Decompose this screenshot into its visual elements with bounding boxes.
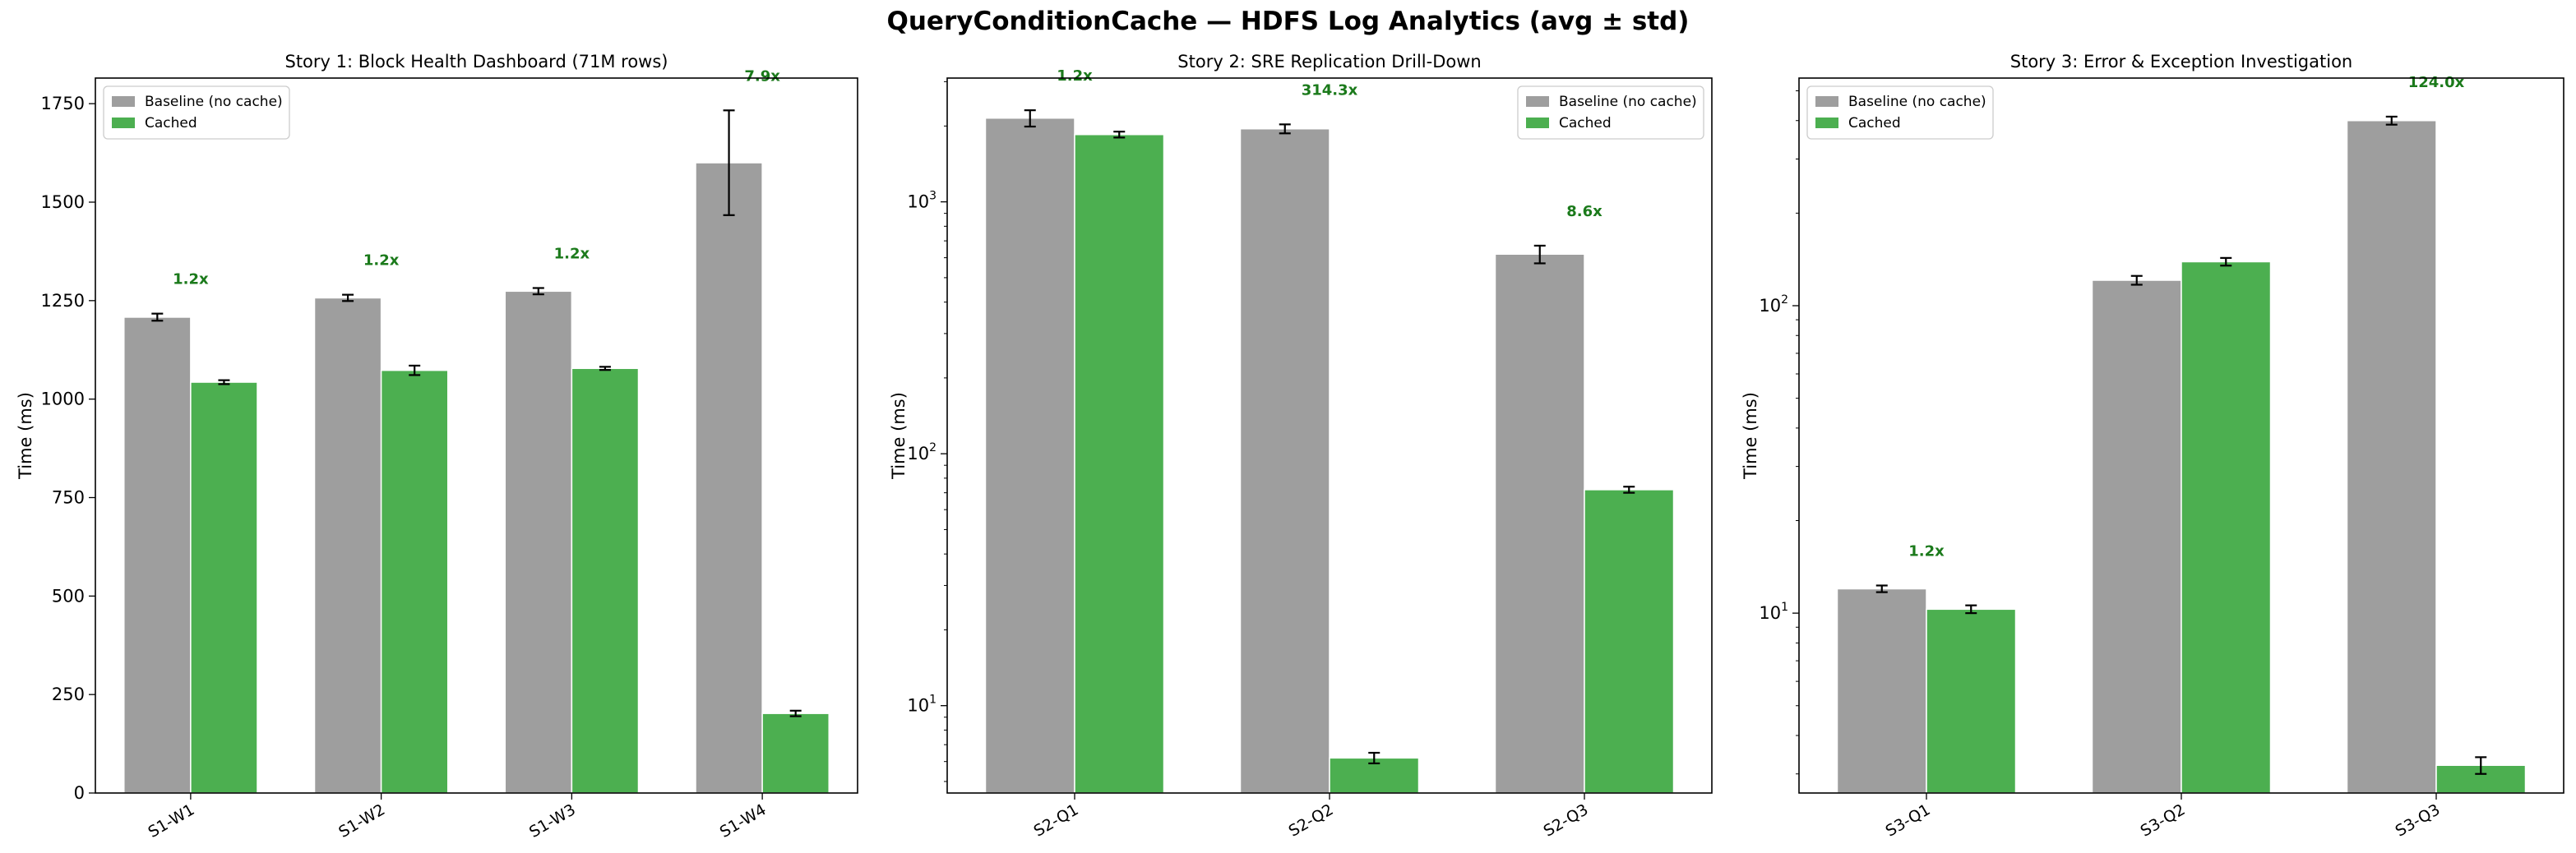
legend-swatch [112, 118, 135, 128]
legend: Baseline (no cache) Cached [1806, 85, 1994, 140]
x-tick-label: S1-W2 [335, 800, 388, 841]
legend-label: Cached [1559, 115, 1612, 131]
axes-frame [1798, 77, 2564, 794]
axes-frame [95, 77, 858, 794]
subplot-story-3: Story 3: Error & Exception Investigation… [1741, 52, 2564, 841]
legend: Baseline (no cache) Cached [1517, 85, 1704, 140]
legend-label: Baseline (no cache) [1559, 94, 1697, 110]
y-tick-exponent: 2 [929, 441, 937, 454]
x-tick-label: S1-W4 [717, 800, 770, 841]
legend-box [103, 85, 290, 140]
y-tick-label: 0 [74, 783, 85, 803]
figure-title: QueryConditionCache — HDFS Log Analytics… [886, 7, 1690, 36]
legend-swatch [1815, 118, 1838, 128]
bar-baseline [1836, 588, 1927, 794]
bar-baseline [695, 162, 763, 794]
speedup-label: 1.2x [173, 271, 209, 288]
bar-cached [2181, 261, 2272, 794]
y-tick-exponent: 1 [1781, 601, 1788, 614]
bar-cached [761, 712, 830, 794]
subplot-story-1: Story 1: Block Health Dashboard (71M row… [16, 52, 858, 841]
speedup-label: 1.2x [1908, 542, 1945, 560]
y-tick-label: 102 [1759, 293, 1788, 316]
bar-baseline [504, 290, 573, 794]
legend-label: Cached [145, 115, 197, 131]
bar-baseline [313, 297, 382, 794]
subplot-title: Story 2: SRE Replication Drill-Down [1177, 52, 1481, 71]
speedup-label: 1.2x [554, 245, 590, 262]
speedup-label: 8.6x [1566, 203, 1602, 220]
x-tick-label: S2-Q1 [1031, 800, 1082, 840]
y-axis-label: Time (ms) [889, 392, 909, 480]
x-tick-label: S2-Q2 [1286, 800, 1337, 840]
x-tick-label: S3-Q1 [1883, 800, 1934, 840]
x-tick-label: S1-W3 [526, 800, 579, 841]
speedup-label: 124.0x [2408, 74, 2465, 91]
bar-cached [1074, 133, 1165, 794]
y-tick-label: 1000 [41, 390, 85, 409]
y-tick-label: 250 [52, 685, 85, 704]
legend-label: Cached [1848, 115, 1901, 131]
bar-cached [571, 367, 640, 794]
speedup-label: 7.9x [744, 67, 780, 85]
y-tick-exponent: 3 [929, 190, 937, 203]
bar-baseline [1494, 253, 1585, 794]
y-tick-label: 750 [52, 487, 85, 507]
y-tick-label: 500 [52, 586, 85, 606]
speedup-label: 1.2x [363, 252, 400, 270]
legend-box [1517, 85, 1704, 140]
subplot-title: Story 3: Error & Exception Investigation [2010, 52, 2352, 71]
y-tick-label: 1750 [41, 94, 85, 113]
bar-baseline [123, 316, 192, 794]
y-tick-label: 103 [907, 190, 937, 212]
y-tick-label: 101 [907, 694, 937, 716]
axes-frame [946, 77, 1713, 794]
subplot-title: Story 1: Block Health Dashboard (71M row… [284, 52, 668, 71]
x-tick-label: S2-Q3 [1541, 800, 1592, 840]
y-axis-label: Time (ms) [16, 392, 35, 480]
y-tick-label: 1250 [41, 291, 85, 311]
legend-label: Baseline (no cache) [1848, 94, 1986, 110]
y-tick-exponent: 1 [929, 694, 937, 707]
legend-swatch [1526, 118, 1549, 128]
legend-swatch [1815, 96, 1838, 107]
x-tick-label: S3-Q2 [2138, 800, 2189, 840]
bar-baseline [2346, 119, 2437, 794]
bar-baseline [984, 117, 1075, 794]
y-tick-exponent: 2 [1781, 293, 1788, 307]
legend-label: Baseline (no cache) [145, 94, 283, 110]
x-tick-label: S1-W1 [145, 800, 197, 841]
legend-swatch [112, 96, 135, 107]
bar-cached [1584, 489, 1675, 794]
subplot-story-2: Story 2: SRE Replication Drill-Down Time … [889, 52, 1713, 841]
bar-baseline [2091, 279, 2182, 794]
y-tick-label: 101 [1759, 601, 1788, 623]
bar-cached [380, 369, 449, 794]
legend: Baseline (no cache) Cached [103, 85, 290, 140]
y-tick-label: 102 [907, 441, 937, 463]
x-tick-label: S3-Q3 [2393, 800, 2444, 840]
legend-swatch [1526, 96, 1549, 107]
speedup-label: 1.2x [1057, 67, 1093, 85]
y-axis-label: Time (ms) [1741, 392, 1760, 480]
bar-baseline [1239, 127, 1330, 794]
speedup-label: 314.3x [1302, 81, 1358, 99]
legend-box [1806, 85, 1994, 140]
bar-cached [1926, 608, 2017, 794]
bar-cached [190, 381, 258, 794]
y-tick-label: 1500 [41, 192, 85, 212]
